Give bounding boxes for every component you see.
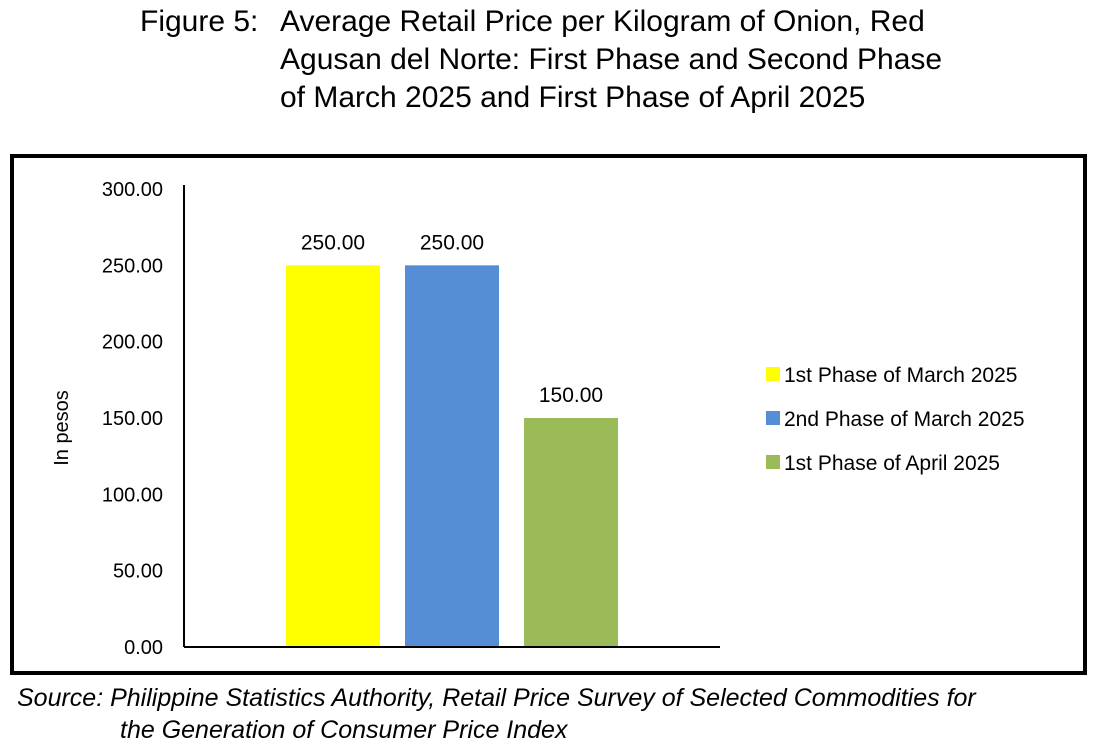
data-label: 250.00 [301, 231, 365, 254]
source-line-2: the Generation of Consumer Price Index [120, 716, 568, 744]
figure-number: Figure 5: [140, 5, 259, 38]
bar [286, 265, 380, 647]
chart-title: Figure 5: Average Retail Price per Kilog… [0, 0, 1107, 130]
y-tick-label: 0.00 [124, 637, 163, 659]
legend-swatch [766, 455, 780, 469]
y-tick-label: 200.00 [102, 332, 163, 354]
bar-chart: 0.00 50.00 100.00 150.00 200.00 250.00 300.00 I… [51, 179, 1025, 659]
y-tick-label: 250.00 [102, 255, 163, 277]
legend-label: 2nd Phase of March 2025 [784, 408, 1025, 431]
title-line-1: Average Retail Price per Kilogram of Oni… [280, 5, 925, 38]
y-tick-label: 300.00 [102, 179, 163, 201]
y-axis-title: In pesos [51, 390, 73, 466]
legend-swatch [766, 411, 780, 425]
data-label: 150.00 [539, 384, 603, 407]
bar [524, 418, 618, 647]
source-note: Source: Philippine Statistics Authority,… [0, 680, 1107, 748]
bar [405, 265, 499, 647]
y-tick-label: 50.00 [113, 561, 163, 583]
title-line-2: Agusan del Norte: First Phase and Second… [280, 43, 943, 76]
y-tick-label: 150.00 [102, 408, 163, 430]
legend-swatch [766, 367, 780, 381]
legend-label: 1st Phase of March 2025 [784, 364, 1017, 387]
legend-label: 1st Phase of April 2025 [784, 452, 1000, 475]
source-line-1: Source: Philippine Statistics Authority,… [17, 684, 976, 712]
title-line-3: of March 2025 and First Phase of April 2… [280, 81, 866, 114]
data-label: 250.00 [420, 231, 484, 254]
chart-frame: 0.00 50.00 100.00 150.00 200.00 250.00 300.00 I… [10, 154, 1087, 675]
y-tick-label: 100.00 [102, 484, 163, 506]
